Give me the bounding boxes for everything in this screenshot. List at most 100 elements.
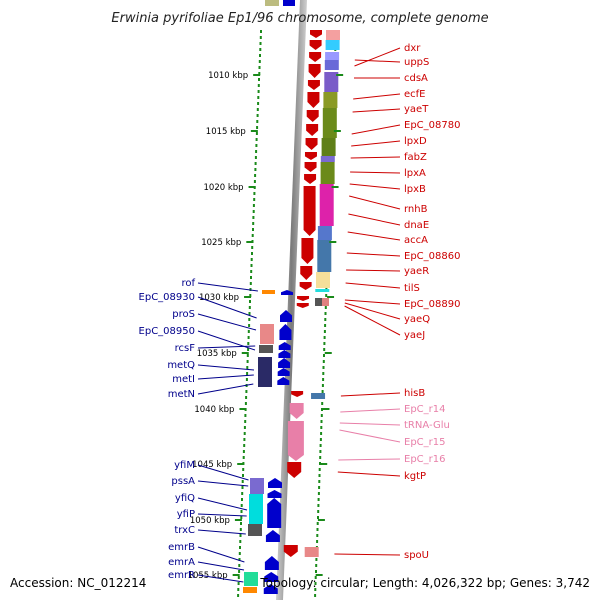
gene-annotation-bar <box>315 298 322 306</box>
forward-gene-arrow <box>306 110 319 122</box>
gene-leader-line <box>344 305 401 336</box>
reverse-gene-arrow <box>279 324 292 340</box>
gene-label-right: cdsA <box>404 73 428 84</box>
gene-label-right: rnhB <box>404 204 428 215</box>
gene-label-left: proS <box>172 309 195 320</box>
gene-annotation-bar <box>325 40 340 50</box>
forward-gene-arrow <box>310 30 322 38</box>
gene-label-right: uppS <box>404 57 429 68</box>
gene-label-left: yfiQ <box>175 493 195 504</box>
gene-leader-line <box>354 47 401 67</box>
forward-gene-arrow <box>304 162 317 172</box>
gene-leader-line <box>353 93 401 100</box>
gene-label-left: yfiM <box>174 460 195 471</box>
genome-summary-text: Topology: circular; Length: 4,026,322 bp… <box>259 576 590 590</box>
gene-annotation-bar <box>322 298 329 306</box>
reverse-gene-arrow <box>263 584 278 594</box>
forward-gene-arrow <box>304 174 317 184</box>
gene-leader-line <box>350 171 401 174</box>
gene-leader-line <box>197 296 257 319</box>
gene-label-left: emrB <box>168 542 195 553</box>
reverse-gene-arrow <box>278 350 291 358</box>
gene-label-right: EpC_r16 <box>404 454 445 465</box>
gene-leader-line <box>340 392 401 397</box>
gene-leader-line <box>197 313 257 331</box>
reverse-gene-arrow <box>268 478 282 488</box>
gene-label-left: EpC_08950 <box>139 326 195 337</box>
gene-label-right: spoU <box>404 550 429 561</box>
gene-label-left: rcsF <box>175 343 196 354</box>
gene-label-right: EpC_08890 <box>404 299 460 310</box>
gene-label-right: hisB <box>404 388 425 399</box>
forward-gene-arrow <box>305 138 318 150</box>
reverse-gene-arrow <box>265 530 280 542</box>
gene-annotation-bar <box>248 524 262 536</box>
forward-gene-arrow <box>289 403 304 419</box>
gene-label-right: ecfE <box>404 89 426 100</box>
gene-leader-line <box>334 553 401 556</box>
reverse-gene-arrow <box>283 0 295 6</box>
gene-label-right: lpxA <box>404 168 426 179</box>
gene-leader-line <box>354 59 401 63</box>
gene-label-right: lpxD <box>404 136 427 147</box>
gene-annotation-bar <box>244 572 258 586</box>
reverse-gene-arrow <box>278 342 291 350</box>
gene-annotation-bar <box>322 108 337 138</box>
forward-gene-arrow <box>299 282 312 290</box>
gene-label-right: EpC_r14 <box>404 404 445 415</box>
gene-annotation-bar <box>320 162 335 184</box>
gene-leader-line <box>197 546 245 563</box>
gene-annotation-bar <box>321 138 336 156</box>
gene-annotation-bar <box>323 92 338 108</box>
gene-annotation-bar <box>259 345 273 353</box>
gene-leader-line <box>344 299 401 305</box>
kbp-tick-label: 1035 kbp <box>197 349 237 359</box>
gene-annotation-bar <box>316 272 330 288</box>
forward-gene-arrow <box>303 186 316 236</box>
kbp-tick-mark <box>234 519 242 521</box>
gene-annotation-bar <box>319 184 334 226</box>
gene-annotation-bar <box>243 587 257 593</box>
gene-label-right: lpxB <box>404 184 426 195</box>
reverse-gene-arrow <box>267 490 282 498</box>
kbp-tick-mark <box>244 296 252 298</box>
kbp-tick-mark <box>250 130 258 132</box>
gene-leader-line <box>197 561 245 571</box>
gene-label-right: yaeQ <box>404 314 430 325</box>
forward-gene-arrow <box>291 391 304 397</box>
kbp-tick-mark <box>253 74 261 76</box>
kbp-tick-mark <box>246 241 254 243</box>
gene-label-right: tilS <box>404 283 420 294</box>
gene-label-right: EpC_08860 <box>404 251 460 262</box>
forward-gene-arrow <box>301 238 314 264</box>
gene-label-right: EpC_08780 <box>404 120 460 131</box>
reverse-gene-arrow <box>277 368 290 376</box>
forward-gene-arrow <box>296 303 309 308</box>
gene-leader-line <box>346 252 401 257</box>
gene-leader-line <box>351 140 401 147</box>
gene-label-right: EpC_r15 <box>404 437 445 448</box>
forward-gene-arrow <box>307 92 320 108</box>
gene-leader-line <box>350 156 401 159</box>
gene-label-right: yaeJ <box>404 330 425 341</box>
forward-gene-arrow <box>287 421 304 461</box>
gene-leader-line <box>197 497 248 511</box>
gene-leader-line <box>197 480 249 487</box>
gene-leader-line <box>348 213 401 226</box>
gene-label-left: rof <box>181 278 195 289</box>
gene-annotation-bar <box>324 60 339 70</box>
gene-leader-line <box>344 302 401 320</box>
forward-gene-arrow <box>283 545 298 557</box>
forward-gene-arrow <box>308 64 321 78</box>
kbp-tick-mark <box>241 352 249 354</box>
gene-leader-line <box>197 364 255 371</box>
gene-label-right: dxr <box>404 43 421 54</box>
gene-annotation-bar <box>265 0 279 6</box>
forward-gene-arrow <box>297 296 310 301</box>
gene-leader-line <box>349 195 401 210</box>
gene-leader-line <box>339 422 401 426</box>
gene-leader-line <box>346 269 401 272</box>
kbp-tick-label: 1010 kbp <box>208 71 248 81</box>
gene-leader-line <box>351 124 401 135</box>
